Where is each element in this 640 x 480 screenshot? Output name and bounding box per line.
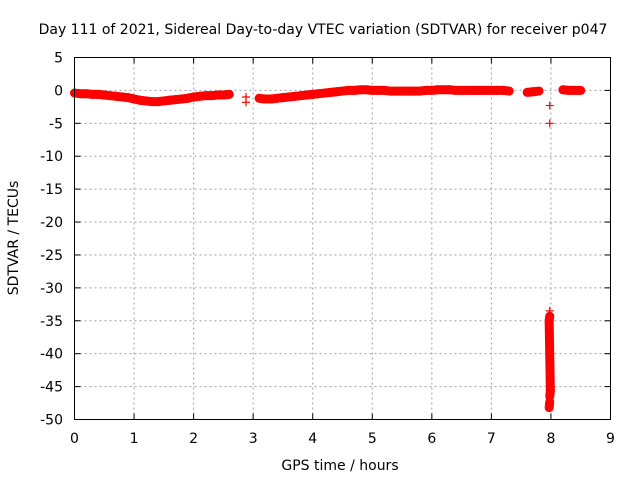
y-tick-label: -30 xyxy=(40,281,63,297)
x-axis-label: GPS time / hours xyxy=(281,458,398,474)
x-tick-label: 0 xyxy=(70,431,79,447)
x-tick-label: 9 xyxy=(606,431,615,447)
data-point xyxy=(130,94,139,103)
data-point xyxy=(278,93,287,102)
grid-lines xyxy=(74,57,611,420)
data-point xyxy=(308,90,317,99)
data-point xyxy=(320,89,329,98)
data-point xyxy=(100,91,109,100)
y-axis-label: SDTVAR / TECUs xyxy=(6,181,22,296)
y-tick-label: -45 xyxy=(40,380,63,396)
data-point xyxy=(118,92,127,101)
tick-labels: 0 1 2 3 4 5 6 7 8 9 5 0 -5 -10 -15 -20 -25 -30 -35 -40 -45 -5… xyxy=(40,51,615,448)
data-point xyxy=(136,96,145,105)
data-point xyxy=(272,94,281,103)
data-point xyxy=(332,87,341,96)
x-tick-label: 1 xyxy=(130,431,139,447)
data-point xyxy=(106,91,115,100)
data-point xyxy=(499,86,508,95)
data-point xyxy=(545,101,554,110)
y-tick-label: 5 xyxy=(54,51,63,67)
x-tick-label: 7 xyxy=(487,431,496,447)
data-point xyxy=(535,87,544,96)
data-point xyxy=(290,92,299,101)
data-point xyxy=(362,85,371,94)
data-point xyxy=(576,86,585,95)
data-point xyxy=(94,90,103,99)
data-point xyxy=(415,87,424,96)
data-point xyxy=(255,94,264,103)
data-point xyxy=(302,91,311,100)
data-point xyxy=(445,85,454,94)
data-point xyxy=(523,88,532,97)
data-point xyxy=(338,87,347,96)
data-point xyxy=(112,92,121,101)
data-band-segment xyxy=(544,316,555,396)
data-point xyxy=(427,86,436,95)
data-point xyxy=(545,403,554,412)
data-point xyxy=(380,86,389,95)
data-points xyxy=(70,85,586,413)
data-point xyxy=(159,96,168,105)
y-tick-label: -35 xyxy=(40,314,63,330)
data-point xyxy=(326,88,335,97)
x-tick-label: 5 xyxy=(368,431,377,447)
y-tick-label: -40 xyxy=(40,347,63,363)
y-tick-label: -20 xyxy=(40,215,63,231)
data-point xyxy=(545,316,554,325)
data-point xyxy=(284,92,293,101)
data-point xyxy=(207,91,216,100)
x-tick-label: 6 xyxy=(427,431,436,447)
y-tick-label: -25 xyxy=(40,248,63,264)
data-point xyxy=(177,94,186,103)
data-point xyxy=(82,89,91,98)
data-point xyxy=(242,98,251,107)
data-point xyxy=(267,94,276,103)
data-point xyxy=(219,91,228,100)
data-point xyxy=(505,87,514,96)
data-point xyxy=(171,95,180,104)
y-tick-label: 0 xyxy=(54,83,63,99)
data-point xyxy=(545,119,554,128)
data-point xyxy=(153,97,162,106)
data-point xyxy=(350,86,359,95)
data-point xyxy=(225,90,234,99)
x-tick-label: 3 xyxy=(249,431,258,447)
data-point xyxy=(183,94,192,103)
data-point xyxy=(165,96,174,105)
x-tick-label: 4 xyxy=(308,431,317,447)
data-point xyxy=(195,92,204,101)
y-tick-label: -50 xyxy=(40,413,63,429)
data-point xyxy=(124,93,133,102)
data-point xyxy=(141,96,150,105)
chart-title: Day 111 of 2021, Sidereal Day-to-day VTE… xyxy=(39,22,608,38)
data-point xyxy=(314,89,323,98)
plot-border xyxy=(74,57,611,420)
y-tick-label: -5 xyxy=(49,116,63,132)
x-tick-label: 2 xyxy=(189,431,198,447)
data-point xyxy=(529,87,538,96)
axis-ticks xyxy=(74,57,611,420)
y-tick-label: -10 xyxy=(40,149,63,165)
y-tick-label: -15 xyxy=(40,182,63,198)
data-point xyxy=(296,91,305,100)
data-point xyxy=(558,85,567,94)
data-point xyxy=(189,92,198,101)
x-tick-label: 8 xyxy=(546,431,555,447)
